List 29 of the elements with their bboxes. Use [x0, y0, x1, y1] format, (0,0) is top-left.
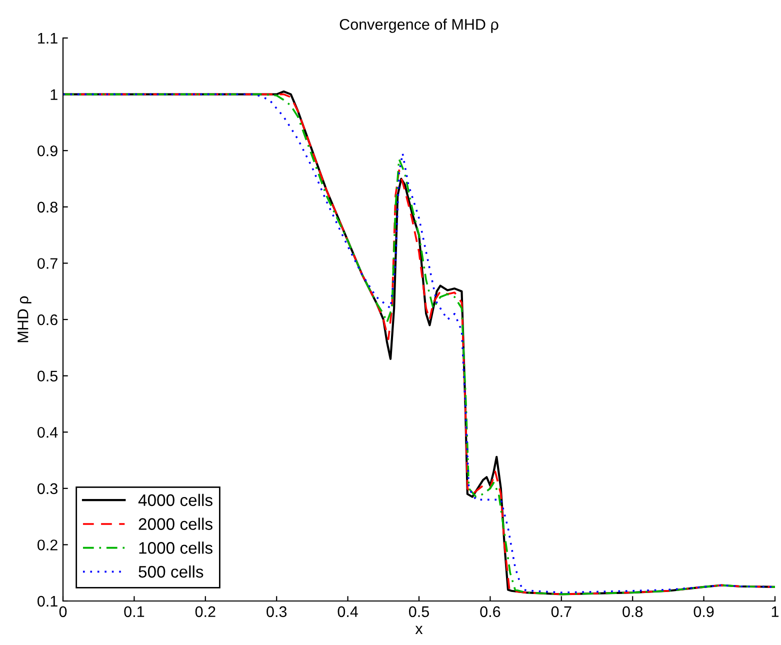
x-tick-label: 0.4 [338, 606, 358, 618]
legend-label: 500 cells [138, 565, 204, 578]
y-tick-label: 0.5 [38, 370, 58, 382]
y-axis-title: MHD ρ [18, 296, 32, 342]
x-tick-label: 0.8 [622, 606, 643, 618]
x-tick-label: 0.1 [124, 606, 144, 618]
x-tick-label: 0.7 [551, 606, 572, 618]
y-tick-label: 1 [50, 89, 58, 100]
x-tick-label: 1 [772, 606, 779, 617]
legend-label: 2000 cells [138, 518, 212, 530]
y-tick-label: 0.9 [38, 145, 58, 156]
x-tick-label: 0.5 [408, 606, 429, 618]
x-tick-label: 0 [59, 606, 67, 618]
legend-label: 1000 cells [139, 542, 212, 554]
legend-label: 4000 cells [138, 494, 212, 506]
y-tick-label: 0.1 [38, 596, 58, 607]
y-tick-label: 0.8 [38, 202, 58, 213]
x-tick-label: 0.3 [266, 606, 287, 618]
y-tick-label: 0.6 [38, 314, 58, 326]
x-tick-label: 0.9 [694, 606, 714, 618]
y-tick-label: 0.4 [38, 426, 58, 438]
y-tick-label: 1.1 [38, 33, 58, 44]
y-tick-label: 0.7 [38, 258, 58, 269]
x-axis-title: x [415, 626, 423, 634]
x-tick-label: 0.6 [480, 606, 500, 618]
x-tick-label: 0.2 [195, 606, 216, 618]
chart-title: Convergence of MHD ρ [340, 18, 498, 33]
y-tick-label: 0.2 [38, 540, 58, 550]
y-tick-label: 0.3 [38, 483, 58, 494]
